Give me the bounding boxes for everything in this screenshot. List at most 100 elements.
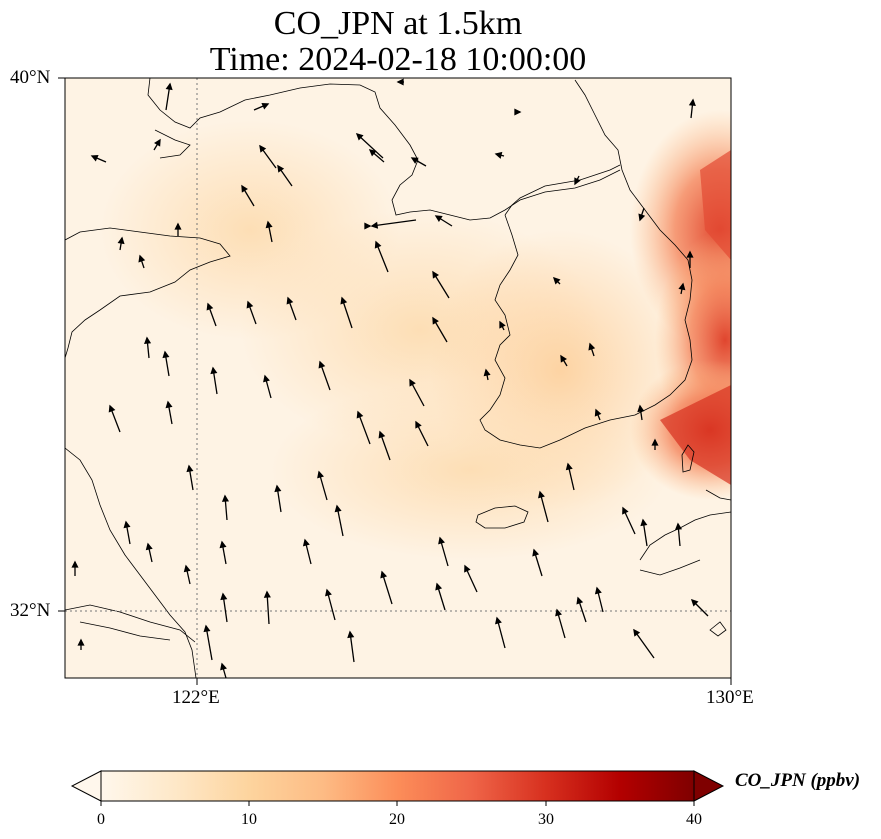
wind-arrow-head xyxy=(90,154,99,162)
wind-arrow-head xyxy=(432,316,439,325)
wind-arrow-head xyxy=(340,296,348,305)
wind-arrow-head xyxy=(574,177,581,186)
wind-arrow-head xyxy=(347,630,355,639)
wind-arrow-head xyxy=(108,404,116,413)
wind-arrow-head xyxy=(263,590,271,598)
figure-title-line-2: Time: 2024-02-18 10:00:00 xyxy=(209,41,587,78)
wind-arrow-head xyxy=(138,254,146,263)
wind-arrow-head xyxy=(396,78,404,86)
wind-arrow-head xyxy=(162,350,170,359)
wind-arrow-head xyxy=(633,628,641,637)
lat-label-40: 40°N xyxy=(10,67,51,88)
wind-arrow xyxy=(357,411,371,445)
colorbar-tick-40: 40 xyxy=(686,811,702,828)
wind-arrow-head xyxy=(368,149,377,157)
wind-arrow-head xyxy=(259,144,267,153)
wind-arrow-head xyxy=(514,108,522,116)
wind-arrow-head xyxy=(356,410,364,419)
wind-arrow-head xyxy=(220,662,227,671)
wind-arrow-head xyxy=(594,586,602,595)
wind-arrow xyxy=(371,219,417,227)
wind-arrow-head xyxy=(325,588,332,597)
wind-arrow-head xyxy=(117,236,125,245)
colorbar-tick-30: 30 xyxy=(538,811,554,828)
colorbar-tick-0: 0 xyxy=(97,811,105,828)
lat-label-32: 32°N xyxy=(10,600,51,621)
wind-arrow-head xyxy=(221,494,230,502)
colorbar xyxy=(70,770,725,806)
wind-arrow-head xyxy=(274,484,282,493)
wind-arrow-head xyxy=(674,522,683,530)
wind-arrow-head xyxy=(220,592,228,601)
wind-arrow-head xyxy=(165,400,173,409)
colorbar-tick-10: 10 xyxy=(241,811,257,828)
wind-arrow-head xyxy=(145,542,153,551)
wind-arrow-head xyxy=(302,538,310,547)
wind-arrow-head xyxy=(318,360,326,369)
wind-arrow-head xyxy=(686,250,694,258)
wind-arrow-head xyxy=(317,470,324,479)
wind-arrow-head xyxy=(688,98,696,107)
wind-arrow-head xyxy=(378,430,386,439)
wind-arrow-head xyxy=(434,215,443,223)
wind-arrow xyxy=(205,625,213,661)
wind-arrow-head xyxy=(594,408,602,417)
wind-arrow-head xyxy=(432,270,439,279)
wind-arrow-head xyxy=(495,616,502,625)
wind-arrow-head xyxy=(380,570,388,579)
lon-label-130: 130°E xyxy=(706,687,754,708)
wind-arrow xyxy=(633,629,655,659)
wind-arrow-head xyxy=(435,582,443,591)
wind-arrow-head xyxy=(355,133,364,141)
wind-arrow-head xyxy=(186,464,194,473)
wind-arrow-head xyxy=(532,548,540,557)
wind-arrow-head xyxy=(277,164,285,173)
wind-arrow-head xyxy=(165,82,173,91)
wind-arrow-head xyxy=(286,296,294,305)
wind-arrow-head xyxy=(210,366,218,375)
wind-arrow-head xyxy=(640,518,648,527)
wind-arrow-head xyxy=(565,462,573,471)
wind-arrow-head xyxy=(538,490,545,499)
wind-arrow-head xyxy=(203,624,211,633)
wind-arrow-head xyxy=(409,378,416,387)
wind-arrow-head xyxy=(265,220,273,229)
wind-arrow-head xyxy=(123,520,131,529)
colorbar-label: CO_JPN (ppbv) xyxy=(735,770,861,791)
lon-label-122: 122°E xyxy=(172,687,220,708)
wind-vectors xyxy=(71,78,709,678)
wind-arrow xyxy=(356,133,384,159)
colorbar-tick-20: 20 xyxy=(389,811,405,828)
wind-arrow-head xyxy=(552,276,561,285)
wind-arrow-head xyxy=(576,596,584,605)
map-field xyxy=(65,78,731,678)
wind-arrow-head xyxy=(374,240,382,249)
figure-title-line-1: CO_JPN at 1.5km xyxy=(273,5,523,42)
wind-arrow-head xyxy=(678,282,686,291)
wind-arrow-head xyxy=(183,564,191,573)
wind-arrow-head xyxy=(415,420,422,429)
wind-arrow-head xyxy=(241,184,248,193)
wind-arrow-head xyxy=(246,300,254,309)
wind-arrow-head xyxy=(494,151,503,159)
wind-arrow-head xyxy=(560,354,567,363)
wind-arrow-head xyxy=(483,368,491,377)
wind-arrow-head xyxy=(410,157,419,164)
wind-arrow-head xyxy=(464,564,471,573)
wind-arrow-head xyxy=(555,608,562,617)
wind-arrow-head xyxy=(219,540,227,549)
wind-arrow-head xyxy=(499,320,506,329)
wind-arrow-head xyxy=(263,374,270,383)
wind-arrow-head xyxy=(334,504,342,513)
wind-arrow-head xyxy=(638,213,646,222)
wind-arrow-head xyxy=(690,598,699,607)
wind-arrow-head xyxy=(174,222,182,230)
wind-arrow-head xyxy=(588,342,596,351)
wind-arrow-head xyxy=(651,438,659,446)
wind-arrow-head xyxy=(438,536,445,545)
wind-arrow-head xyxy=(206,302,214,311)
wind-arrow-head xyxy=(364,222,372,230)
wind-arrow-head xyxy=(261,102,270,110)
wind-arrow-head xyxy=(154,138,161,147)
